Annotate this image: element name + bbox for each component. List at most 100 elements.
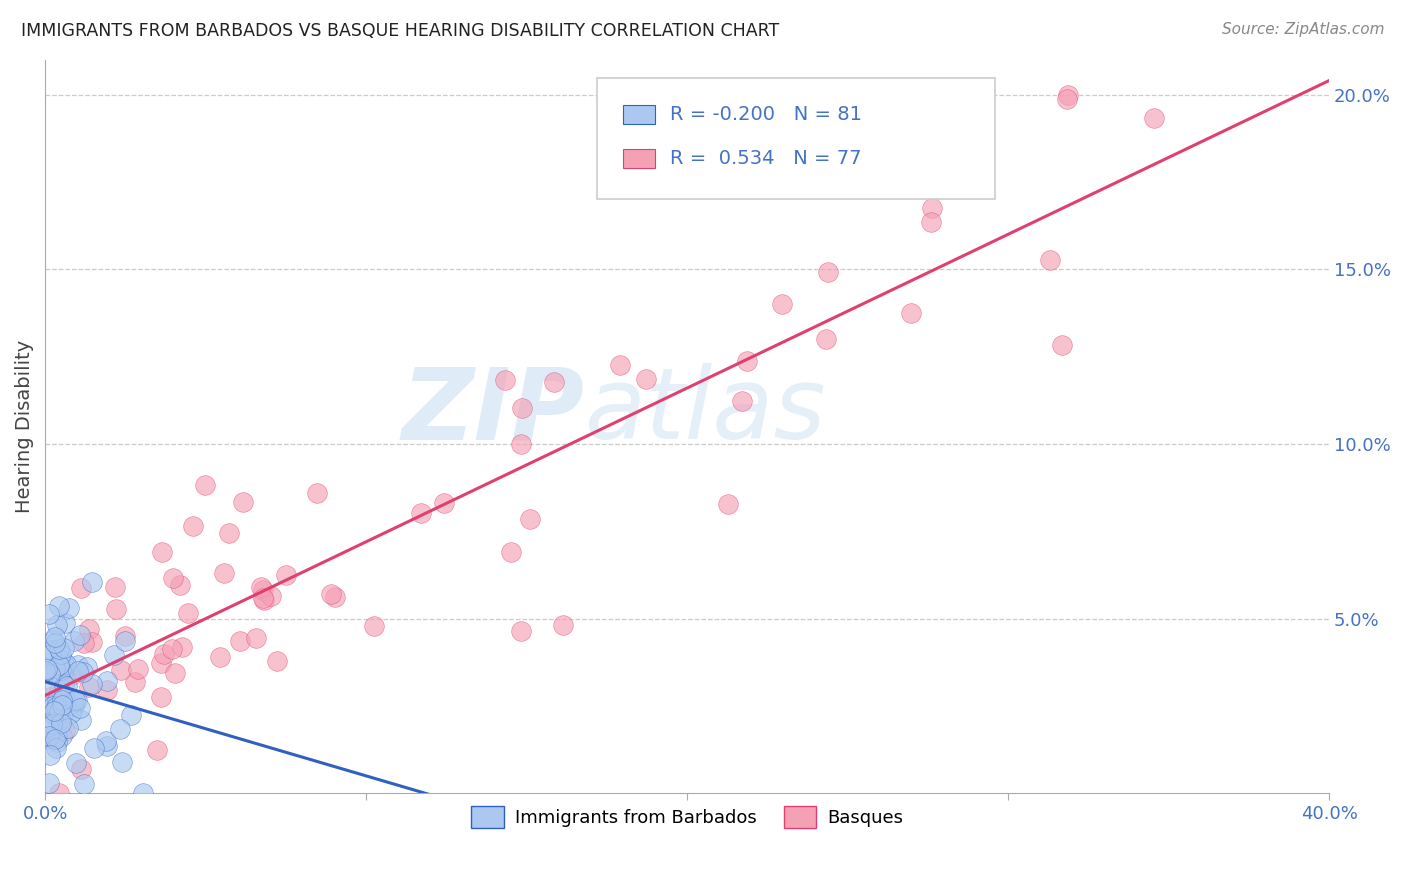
Point [51, 698, 73, 713]
Point [104, 580, 127, 594]
Point [321, 587, 343, 601]
Point [105, 602, 128, 616]
Point [1143, 111, 1166, 125]
Point [51, 729, 73, 743]
Point [96, 739, 118, 753]
Point [56, 680, 79, 694]
Point [145, 743, 167, 757]
Point [62, 694, 84, 708]
Point [127, 662, 149, 676]
Point [259, 589, 281, 603]
Point [56, 721, 79, 735]
Point [80, 676, 103, 690]
Point [62, 634, 84, 648]
Point [70, 581, 93, 595]
Point [96, 683, 118, 698]
Point [52, 665, 75, 679]
Point [409, 506, 432, 520]
Point [212, 566, 235, 581]
Point [49, 671, 72, 685]
Point [39, 647, 62, 661]
Point [55, 696, 77, 710]
Point [44, 731, 66, 746]
Point [165, 666, 187, 681]
Point [83, 741, 105, 756]
Point [249, 581, 271, 595]
Point [49, 650, 72, 665]
Point [76, 660, 98, 674]
Point [53, 688, 76, 702]
Point [543, 376, 565, 390]
Point [111, 756, 134, 770]
Point [132, 786, 155, 800]
Point [609, 358, 631, 372]
Point [67, 657, 90, 672]
Point [58, 601, 80, 615]
Point [817, 265, 839, 279]
Point [110, 663, 132, 677]
Point [77, 681, 100, 695]
Point [323, 590, 346, 604]
Point [42, 633, 65, 648]
Point [45, 729, 67, 743]
Point [45, 700, 67, 714]
Text: Source: ZipAtlas.com: Source: ZipAtlas.com [1222, 22, 1385, 37]
Point [51, 693, 73, 707]
Point [717, 497, 740, 511]
Point [35, 663, 58, 677]
Point [73, 777, 96, 791]
Point [42, 698, 65, 713]
Point [38, 748, 60, 763]
Point [42, 729, 65, 743]
Point [150, 545, 173, 559]
Point [35, 680, 58, 694]
Point [35, 696, 58, 710]
Point [48, 658, 70, 673]
Point [53, 677, 76, 691]
Point [69, 628, 91, 642]
Point [69, 701, 91, 715]
Point [37, 731, 59, 745]
Text: R =  0.534   N = 77: R = 0.534 N = 77 [671, 149, 862, 169]
Point [41, 716, 63, 731]
FancyBboxPatch shape [623, 150, 655, 168]
Point [153, 647, 176, 661]
Point [150, 656, 173, 670]
Point [42, 708, 65, 723]
Point [46, 735, 69, 749]
Point [218, 525, 240, 540]
Point [39, 699, 62, 714]
Point [519, 512, 541, 526]
Point [69, 762, 91, 776]
Point [1050, 337, 1073, 351]
Point [124, 674, 146, 689]
Text: atlas: atlas [585, 363, 827, 460]
Point [46, 709, 69, 723]
Point [509, 624, 531, 638]
Point [48, 786, 70, 800]
Point [72, 636, 94, 650]
Point [82, 635, 104, 649]
Point [51, 664, 73, 678]
Point [228, 634, 250, 648]
Point [38, 607, 60, 622]
Point [731, 394, 754, 409]
Point [512, 401, 534, 416]
Point [44, 630, 66, 644]
Point [900, 306, 922, 320]
Point [1057, 87, 1080, 102]
Point [82, 574, 104, 589]
Y-axis label: Hearing Disability: Hearing Disability [15, 340, 34, 513]
Point [108, 722, 131, 736]
Point [51, 698, 73, 712]
Point [66, 692, 89, 706]
Point [209, 650, 232, 665]
Point [177, 606, 200, 620]
Point [510, 436, 533, 450]
Point [60, 668, 83, 682]
Point [94, 733, 117, 747]
Point [149, 690, 172, 704]
FancyBboxPatch shape [623, 105, 655, 124]
Point [921, 202, 943, 216]
Point [1039, 252, 1062, 267]
